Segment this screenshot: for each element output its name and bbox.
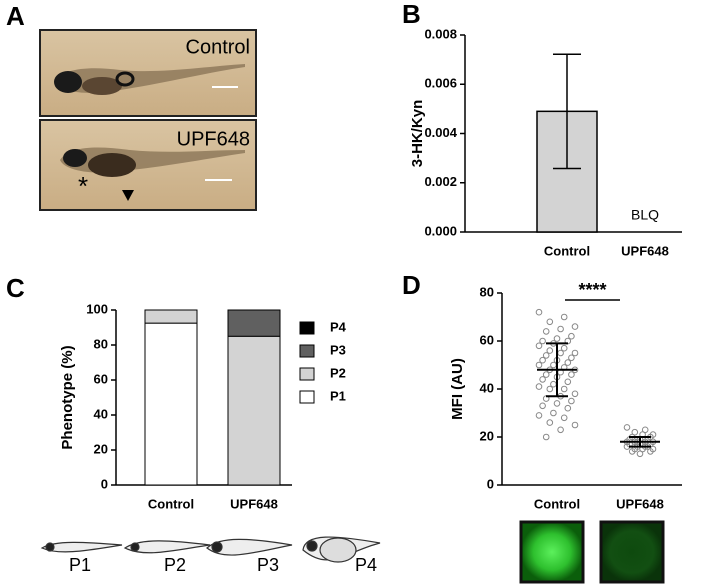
data-point bbox=[647, 448, 654, 455]
legend-label: P4 bbox=[330, 319, 347, 334]
x-tick-label: Control bbox=[544, 243, 590, 258]
data-point bbox=[546, 419, 554, 426]
photo-control bbox=[39, 29, 257, 117]
data-point bbox=[539, 402, 546, 410]
legend-label: P3 bbox=[330, 342, 346, 357]
y-tick-label: 0.004 bbox=[424, 125, 457, 140]
data-point bbox=[539, 337, 546, 345]
data-point bbox=[546, 318, 554, 326]
panel-letter: A bbox=[6, 1, 25, 31]
annotation: BLQ bbox=[631, 207, 659, 223]
y-axis-title: 3-HK/Kyn bbox=[409, 100, 426, 168]
data-point bbox=[542, 433, 550, 441]
data-point bbox=[542, 371, 550, 378]
data-point bbox=[550, 409, 557, 417]
legend-swatch bbox=[299, 390, 315, 404]
y-tick-label: 0 bbox=[101, 476, 108, 491]
stage-label: P2 bbox=[164, 555, 186, 575]
y-tick-label: 60 bbox=[480, 332, 494, 347]
data-point bbox=[539, 356, 546, 364]
stage-label: P4 bbox=[355, 555, 377, 575]
y-tick-label: 20 bbox=[94, 441, 108, 456]
y-tick-label: 0 bbox=[487, 476, 494, 491]
data-point bbox=[553, 400, 561, 407]
data-point bbox=[557, 325, 564, 333]
y-tick-label: 40 bbox=[94, 406, 108, 421]
fluorescence-control bbox=[519, 520, 585, 584]
data-point bbox=[553, 335, 561, 342]
data-point bbox=[636, 450, 644, 458]
data-point bbox=[539, 376, 546, 383]
bar-segment bbox=[144, 322, 198, 486]
y-tick-label: 0.002 bbox=[424, 174, 457, 189]
y-tick-label: 80 bbox=[480, 284, 494, 299]
y-tick-label: 100 bbox=[86, 301, 108, 316]
data-point bbox=[542, 328, 550, 335]
x-tick-label: UPF648 bbox=[621, 243, 669, 258]
legend-label: P2 bbox=[330, 365, 346, 380]
y-tick-label: 0.000 bbox=[424, 223, 457, 238]
data-point bbox=[535, 361, 543, 369]
data-point bbox=[571, 390, 579, 398]
y-tick-label: 40 bbox=[480, 380, 494, 395]
photo-upf648 bbox=[39, 119, 257, 211]
x-tick-label: Control bbox=[148, 496, 194, 511]
data-point bbox=[568, 397, 575, 405]
data-point bbox=[560, 313, 568, 321]
data-point bbox=[571, 349, 579, 357]
data-point bbox=[560, 414, 568, 422]
stage-label: P3 bbox=[257, 555, 279, 575]
data-point bbox=[535, 342, 543, 350]
photo-mark: * bbox=[78, 171, 88, 201]
x-tick-label: UPF648 bbox=[230, 496, 278, 511]
data-point bbox=[546, 347, 554, 354]
legend-swatch bbox=[299, 344, 315, 358]
y-axis-title: MFI (AU) bbox=[449, 358, 466, 420]
legend-swatch bbox=[299, 367, 315, 381]
y-axis-title: Phenotype (%) bbox=[59, 345, 76, 449]
photo-label: Control bbox=[186, 36, 250, 58]
y-tick-label: 0.008 bbox=[424, 26, 457, 41]
data-point bbox=[560, 385, 568, 393]
data-point bbox=[542, 352, 550, 359]
data-point bbox=[568, 371, 575, 378]
panel-letter: C bbox=[6, 273, 25, 303]
stage-label: P1 bbox=[69, 555, 91, 575]
x-tick-label: UPF648 bbox=[616, 496, 664, 511]
data-point bbox=[564, 378, 572, 386]
bar-segment bbox=[227, 309, 281, 337]
data-point bbox=[623, 424, 631, 431]
x-tick-label: Control bbox=[534, 496, 580, 511]
panel-letter: B bbox=[402, 0, 421, 29]
y-tick-label: 80 bbox=[94, 336, 108, 351]
y-tick-label: 20 bbox=[480, 428, 494, 443]
photo-label: UPF648 bbox=[177, 128, 250, 150]
data-point bbox=[564, 404, 572, 412]
significance: **** bbox=[578, 280, 606, 300]
data-point bbox=[571, 421, 579, 429]
data-point bbox=[546, 385, 554, 393]
data-point bbox=[564, 359, 572, 366]
data-point bbox=[628, 448, 636, 455]
data-point bbox=[535, 308, 543, 316]
legend-label: P1 bbox=[330, 388, 346, 403]
data-point bbox=[557, 426, 564, 434]
data-point bbox=[571, 323, 579, 330]
bar-segment bbox=[144, 309, 198, 324]
stage-drawings bbox=[40, 536, 381, 563]
y-tick-label: 60 bbox=[94, 371, 108, 386]
data-point bbox=[568, 354, 575, 362]
fluorescence-upf648 bbox=[599, 520, 665, 584]
bar-segment bbox=[227, 335, 281, 486]
data-point bbox=[535, 383, 543, 390]
y-tick-label: 0.006 bbox=[424, 76, 457, 91]
legend-swatch bbox=[299, 321, 315, 335]
panel-letter: D bbox=[402, 270, 421, 300]
data-point bbox=[560, 344, 568, 352]
data-point bbox=[535, 412, 543, 419]
data-point bbox=[557, 349, 564, 357]
data-point bbox=[568, 332, 575, 340]
